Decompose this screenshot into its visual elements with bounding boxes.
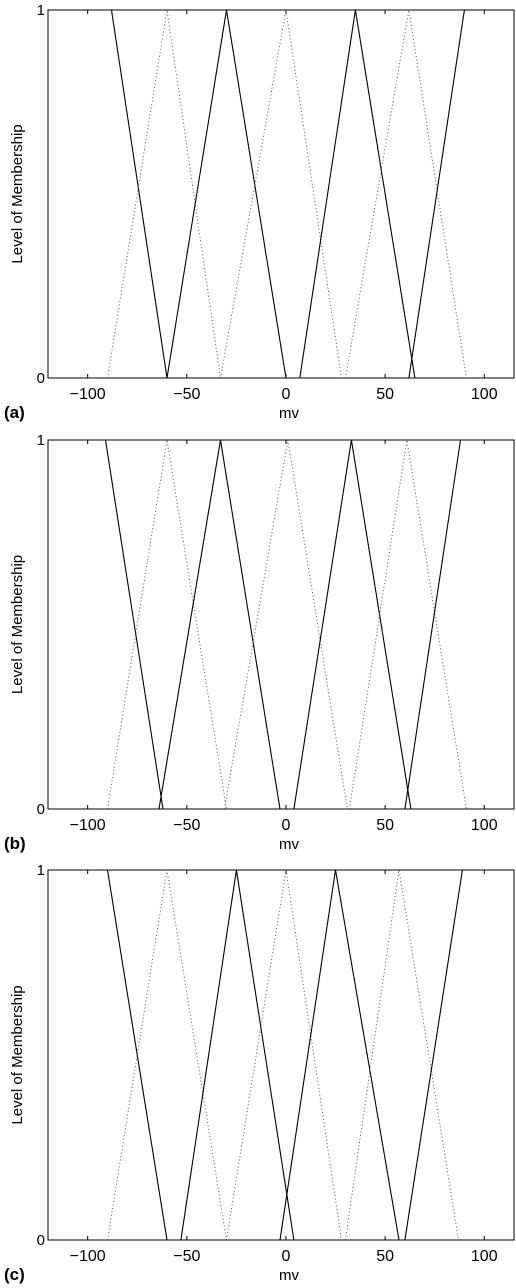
y-tick-label: 1: [37, 2, 45, 19]
membership-function-dotted: [220, 9, 342, 379]
membership-function-dotted: [107, 439, 227, 810]
plot-area-frame: [47, 869, 515, 1241]
x-tick-label: 100: [471, 386, 498, 403]
x-axis-label: mv: [279, 1267, 299, 1284]
membership-function-solid: [279, 869, 400, 1241]
membership-function-solid: [293, 439, 412, 810]
membership-function-solid: [48, 9, 168, 379]
membership-function-dotted: [348, 439, 467, 810]
y-tick-label: 0: [37, 801, 45, 818]
x-tick-label: 0: [282, 1248, 291, 1265]
x-tick-label: 50: [376, 386, 394, 403]
x-tick-label: 0: [282, 817, 291, 834]
panel-label: (b): [4, 834, 26, 853]
plot-area-frame: [47, 9, 515, 379]
x-tick-label: −50: [173, 386, 200, 403]
x-tick-label: 100: [471, 1248, 498, 1265]
y-tick-label: 1: [37, 432, 45, 449]
x-axis-label: mv: [279, 836, 299, 853]
membership-function-dotted: [226, 869, 342, 1241]
chart-panel: −100 −50 0 50 100 0 1 mv Level of Membership (b): [4, 432, 515, 853]
x-tick-label: 100: [471, 817, 498, 834]
membership-function-dotted: [107, 9, 221, 379]
membership-function-solid: [404, 439, 514, 810]
membership-function-solid: [48, 869, 168, 1241]
y-tick-label: 0: [37, 370, 45, 387]
membership-function-solid: [299, 9, 416, 379]
membership-function-solid: [404, 869, 514, 1241]
x-tick-label: −50: [173, 1248, 200, 1265]
panel-label: (a): [4, 403, 25, 422]
x-tick-label: −100: [70, 1248, 106, 1265]
membership-function-solid: [158, 439, 281, 810]
x-tick-label: 50: [376, 817, 394, 834]
y-tick-label: 0: [37, 1232, 45, 1249]
x-tick-label: −100: [70, 386, 106, 403]
chart-panel: −100 −50 0 50 100 0 1 mv Level of Membership (a): [4, 2, 515, 422]
membership-function-solid: [408, 9, 514, 379]
membership-function-dotted: [107, 869, 227, 1241]
chart-panel: −100 −50 0 50 100 0 1 mv Level of Membership (c): [4, 862, 515, 1284]
plot-area-frame: [47, 439, 515, 810]
membership-function-dotted: [224, 439, 348, 810]
y-axis-label: Level of Membership: [9, 555, 26, 694]
membership-function-solid: [166, 9, 287, 379]
x-tick-label: −50: [173, 817, 200, 834]
x-tick-label: 0: [282, 386, 291, 403]
x-tick-label: −100: [70, 817, 106, 834]
x-tick-label: 50: [376, 1248, 394, 1265]
y-tick-label: 1: [37, 862, 45, 879]
membership-function-dotted: [344, 869, 459, 1241]
membership-function-solid: [48, 439, 164, 810]
membership-function-solid: [180, 869, 295, 1241]
y-axis-label: Level of Membership: [9, 985, 26, 1124]
x-axis-label: mv: [279, 405, 299, 422]
panel-label: (c): [4, 1265, 25, 1284]
y-axis-label: Level of Membership: [9, 124, 26, 263]
